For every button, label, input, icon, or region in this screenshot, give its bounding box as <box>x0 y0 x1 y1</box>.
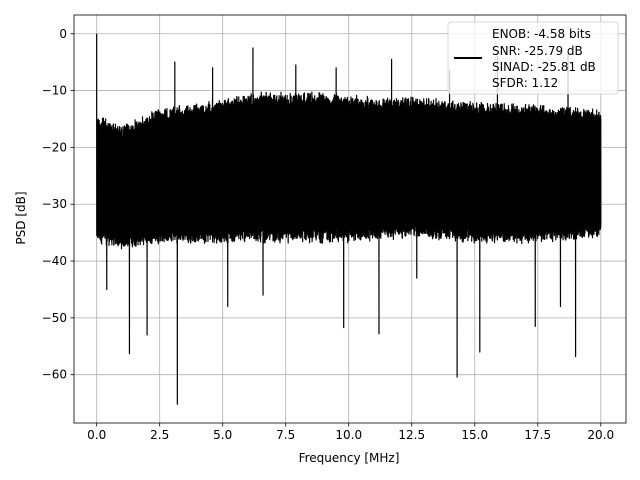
legend-snr: SNR: -25.79 dB <box>492 44 583 58</box>
y-axis-label: PSD [dB] <box>14 191 28 244</box>
legend-box <box>447 21 619 95</box>
y-tick-label: −40 <box>42 254 67 268</box>
legend-sfdr: SFDR: 1.12 <box>492 76 558 90</box>
axes-frame <box>73 14 627 424</box>
x-tick-label: 17.5 <box>524 428 551 442</box>
psd-trace-line <box>96 33 602 405</box>
y-tick-label: −50 <box>42 311 67 325</box>
y-tick-label: −10 <box>42 84 67 98</box>
y-tick-label: −20 <box>42 140 67 154</box>
x-tick-label: 2.5 <box>150 428 169 442</box>
axis-ticks: 0.0 2.5 5.0 7.5 10.0 12.5 15.0 17.5 20.0 0 −10 −20 −… <box>42 27 614 442</box>
x-tick-label: 15.0 <box>461 428 488 442</box>
legend: ENOB: -4.58 bits SNR: -25.79 dB SINAD: -… <box>447 21 619 95</box>
x-axis-label: Frequency [MHz] <box>299 451 400 465</box>
y-tick-label: −30 <box>42 197 67 211</box>
x-tick-label: 0.0 <box>87 428 106 442</box>
y-tick-label: −60 <box>42 368 67 382</box>
legend-sinad: SINAD: -25.81 dB <box>492 60 596 74</box>
x-tick-label: 12.5 <box>398 428 425 442</box>
legend-enob: ENOB: -4.58 bits <box>492 27 591 41</box>
y-tick-label: 0 <box>59 27 67 41</box>
plot-area <box>96 33 602 405</box>
x-tick-label: 20.0 <box>587 428 614 442</box>
x-tick-label: 7.5 <box>276 428 295 442</box>
x-tick-label: 10.0 <box>335 428 362 442</box>
x-tick-label: 5.0 <box>213 428 232 442</box>
